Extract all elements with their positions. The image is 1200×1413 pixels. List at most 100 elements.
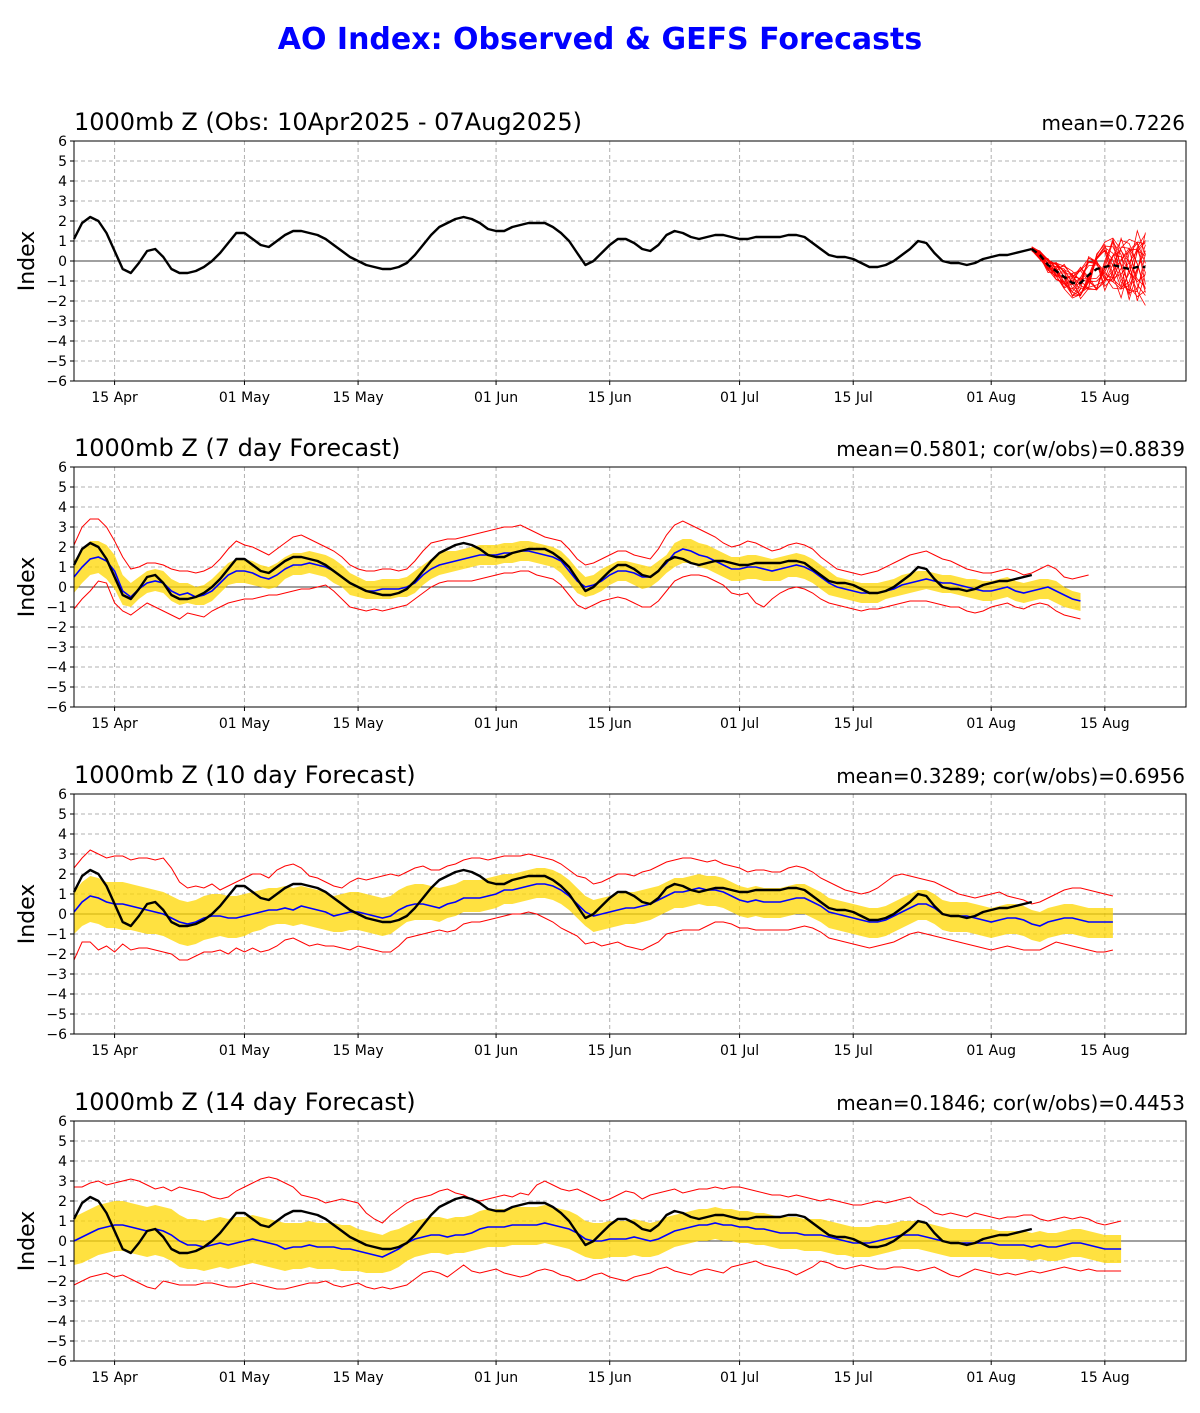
x-tick-label: 01 Jul — [720, 1043, 759, 1059]
y-tick-label: 0 — [58, 580, 67, 596]
member-line — [1031, 232, 1146, 302]
panel-14day-forecast: 1000mb Z (14 day Forecast) mean=0.1846; … — [0, 1088, 1200, 1413]
x-tick-label: 15 Aug — [1080, 1043, 1130, 1059]
forecast-mean-line — [1031, 248, 1146, 285]
x-tick-label: 15 Aug — [1080, 390, 1130, 406]
y-tick-label: −6 — [46, 1027, 67, 1043]
x-tick-label: 15 Jun — [588, 1370, 632, 1386]
panel-7day-forecast: 1000mb Z (7 day Forecast) mean=0.5801; c… — [0, 434, 1200, 759]
panel-10day-forecast: 1000mb Z (10 day Forecast) mean=0.3289; … — [0, 761, 1200, 1086]
y-tick-label: 1 — [58, 1214, 67, 1230]
x-tick-label: 01 May — [219, 716, 270, 732]
y-tick-label: −1 — [46, 1254, 67, 1270]
y-tick-label: −2 — [46, 620, 67, 636]
chart-svg: 6 5 4 3 2 1 0 −1 −2 −3 −4 −5 −6 15 Apr 01 May 15 May 01 … — [15, 460, 1187, 732]
observed-line — [72, 541, 1033, 601]
y-tick-label: −3 — [46, 967, 67, 983]
y-tick-label: 1 — [58, 560, 67, 576]
x-tick-label: 15 May — [332, 1370, 383, 1386]
y-tick-label: 4 — [58, 500, 67, 516]
y-tick-label: 1 — [58, 887, 67, 903]
x-tick-label: 15 Jul — [834, 1370, 873, 1386]
x-tick-label: 01 Jun — [474, 1043, 518, 1059]
panel-title: 1000mb Z (10 day Forecast) — [74, 761, 416, 789]
y-tick-label: −2 — [46, 294, 67, 310]
y-axis-label: Index — [15, 557, 40, 618]
x-tick-label: 15 Apr — [91, 1043, 138, 1059]
y-tick-label: −4 — [46, 1314, 67, 1330]
y-tick-label: 3 — [58, 1174, 67, 1190]
y-axis-label: Index — [15, 231, 40, 292]
x-tick-label: 15 Apr — [91, 1370, 138, 1386]
member-line — [1031, 247, 1146, 286]
y-tick-label: −6 — [46, 374, 67, 390]
y-tick-label: 5 — [58, 480, 67, 496]
y-tick-label: −4 — [46, 660, 67, 676]
x-tick-label: 15 Jun — [588, 390, 632, 406]
panel-title: 1000mb Z (Obs: 10Apr2025 - 07Aug2025) — [74, 108, 582, 136]
y-tick-label: 4 — [58, 174, 67, 190]
chart-svg: 6 5 4 3 2 1 0 −1 −2 −3 −4 −5 −6 15 Apr 01 May 15 May 01 … — [15, 787, 1187, 1059]
y-tick-label: −5 — [46, 1007, 67, 1023]
x-tick-label: 15 Aug — [1080, 716, 1130, 732]
y-tick-label: 2 — [58, 1194, 67, 1210]
panel-title: 1000mb Z (14 day Forecast) — [74, 1088, 416, 1116]
main-title: AO Index: Observed & GEFS Forecasts — [277, 22, 923, 57]
panel-stat: mean=0.3289; cor(w/obs)=0.6956 — [836, 764, 1185, 788]
y-tick-label: −3 — [46, 314, 67, 330]
spread-band — [74, 539, 1081, 611]
y-tick-label: −3 — [46, 640, 67, 656]
y-tick-label: 3 — [58, 520, 67, 536]
x-tick-label: 01 Jun — [474, 390, 518, 406]
x-tick-label: 01 Jun — [474, 716, 518, 732]
y-tick-label: −4 — [46, 334, 67, 350]
panel-stat: mean=0.1846; cor(w/obs)=0.4453 — [836, 1091, 1185, 1115]
y-tick-label: −5 — [46, 354, 67, 370]
x-tick-label: 01 Jul — [720, 1370, 759, 1386]
max-member-line — [73, 518, 1089, 580]
y-tick-label: 3 — [58, 194, 67, 210]
spread-band — [74, 868, 1113, 946]
y-tick-label: 3 — [58, 847, 67, 863]
y-tick-label: −5 — [46, 680, 67, 696]
observed-line — [72, 215, 1033, 275]
x-tick-label: 15 Jul — [834, 1043, 873, 1059]
panel-stat: mean=0.7226 — [1041, 111, 1185, 135]
y-tick-label: 2 — [58, 867, 67, 883]
panel-title: 1000mb Z (7 day Forecast) — [74, 434, 401, 462]
x-tick-label: 01 Aug — [966, 716, 1016, 732]
y-tick-label: 4 — [58, 1154, 67, 1170]
x-tick-label: 01 May — [219, 390, 270, 406]
y-tick-label: 4 — [58, 827, 67, 843]
observed-line — [72, 1195, 1033, 1255]
member-line — [1031, 241, 1146, 296]
x-tick-label: 15 Jun — [588, 1043, 632, 1059]
y-tick-label: −2 — [46, 1274, 67, 1290]
x-tick-label: 15 Jun — [588, 716, 632, 732]
x-tick-label: 01 Aug — [966, 1370, 1016, 1386]
min-member-line — [73, 1260, 1122, 1290]
y-tick-label: 1 — [58, 234, 67, 250]
panel-stat: mean=0.5801; cor(w/obs)=0.8839 — [836, 437, 1185, 461]
x-tick-label: 15 Apr — [91, 716, 138, 732]
y-tick-label: 2 — [58, 214, 67, 230]
observed-line — [72, 868, 1033, 928]
y-tick-label: 6 — [58, 460, 67, 476]
y-tick-label: −1 — [46, 600, 67, 616]
x-tick-label: 15 May — [332, 390, 383, 406]
x-tick-label: 01 Jul — [720, 390, 759, 406]
panel-observed: 1000mb Z (Obs: 10Apr2025 - 07Aug2025) me… — [0, 108, 1200, 433]
x-tick-label: 01 Aug — [966, 390, 1016, 406]
y-tick-label: −6 — [46, 1354, 67, 1370]
y-tick-label: −2 — [46, 947, 67, 963]
chart-svg: 6 5 4 3 2 1 0 −1 −2 −3 −4 −5 −6 15 Apr 01 May 15 May 01 … — [15, 134, 1187, 406]
y-tick-label: −5 — [46, 1334, 67, 1350]
y-tick-label: 0 — [58, 254, 67, 270]
y-tick-label: 5 — [58, 154, 67, 170]
x-tick-label: 01 May — [219, 1043, 270, 1059]
x-tick-label: 15 May — [332, 716, 383, 732]
y-tick-label: 6 — [58, 134, 67, 150]
x-tick-label: 15 Aug — [1080, 1370, 1130, 1386]
min-member-line — [73, 570, 1081, 620]
member-line — [1031, 242, 1146, 294]
